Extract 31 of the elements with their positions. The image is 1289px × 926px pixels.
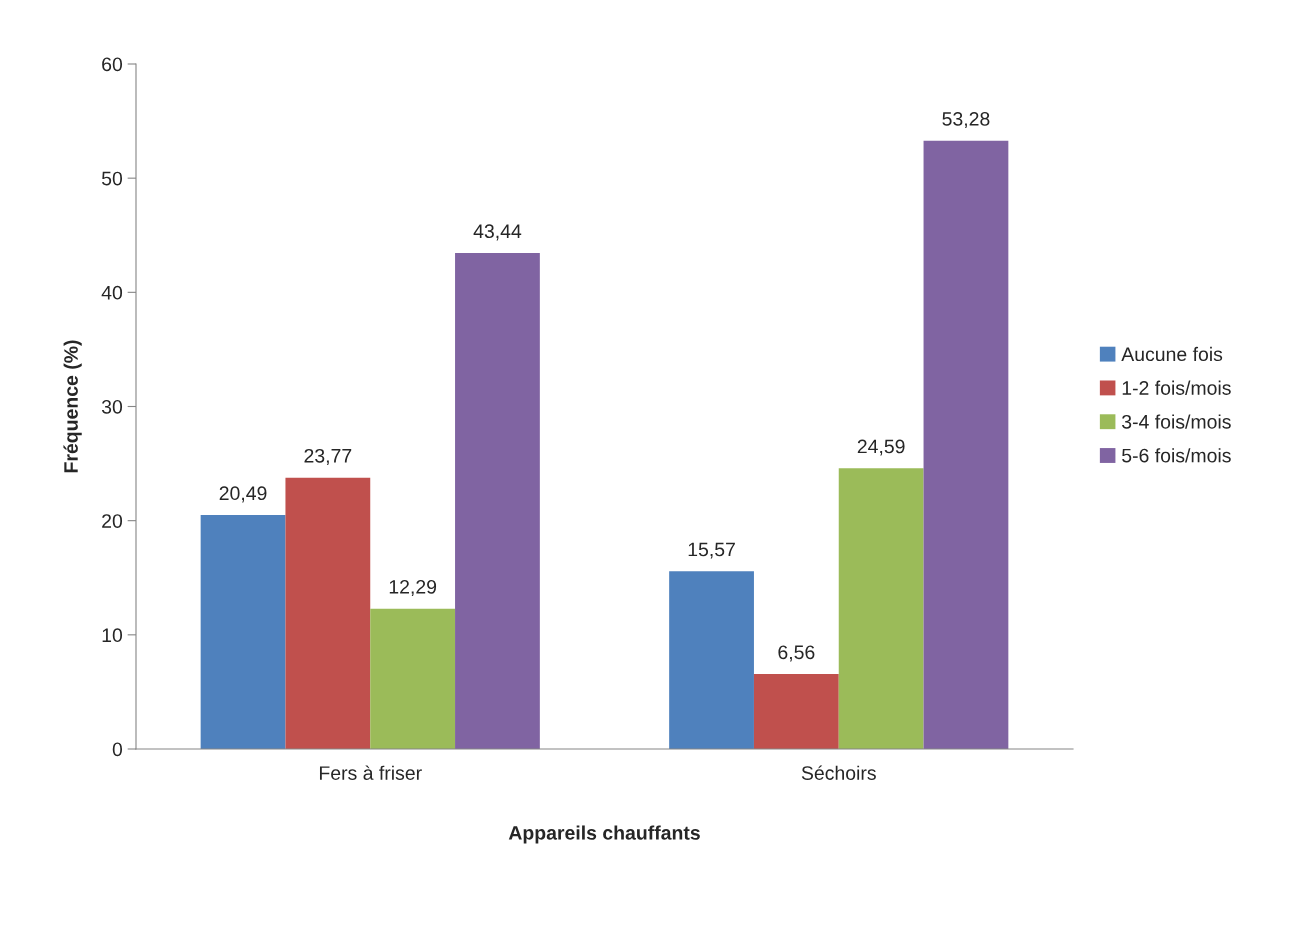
y-tick-label: 0 [112, 742, 123, 757]
x-axis-title: Appareils chauffants [508, 825, 700, 844]
legend-label: 3-4 fois/mois [1122, 414, 1231, 429]
y-tick-label: 30 [101, 399, 123, 414]
data-label: 53,28 [942, 112, 990, 129]
legend-label: Aucune fois [1121, 346, 1223, 362]
bar [753, 674, 839, 749]
data-label: 23,77 [304, 448, 352, 465]
bar [370, 608, 456, 749]
data-label: 24,59 [857, 439, 905, 456]
data-label: 15,57 [688, 542, 735, 559]
bar [200, 515, 286, 749]
bar [455, 253, 540, 749]
legend-label: 1-2 fois/mois [1122, 380, 1231, 395]
x-tick-label: Séchoirs [801, 765, 876, 780]
legend-label: 5-6 fois/mois [1122, 448, 1231, 463]
y-tick-label: 10 [102, 628, 123, 643]
bar [669, 571, 754, 749]
x-tick-label: Fers à friser [319, 765, 422, 780]
bar [838, 468, 924, 749]
data-label: 20,49 [219, 486, 267, 503]
y-tick-label: 40 [101, 285, 123, 300]
y-axis-title: Fréquence (%) [63, 340, 82, 473]
bar [285, 477, 371, 749]
data-label: 6,56 [778, 645, 815, 662]
bar [923, 140, 1009, 749]
y-tick-label: 20 [102, 514, 123, 528]
y-tick-label: 50 [101, 171, 123, 186]
data-label: 43,44 [473, 224, 522, 241]
y-tick-label: 60 [102, 57, 123, 72]
data-label: 12,29 [389, 579, 437, 597]
